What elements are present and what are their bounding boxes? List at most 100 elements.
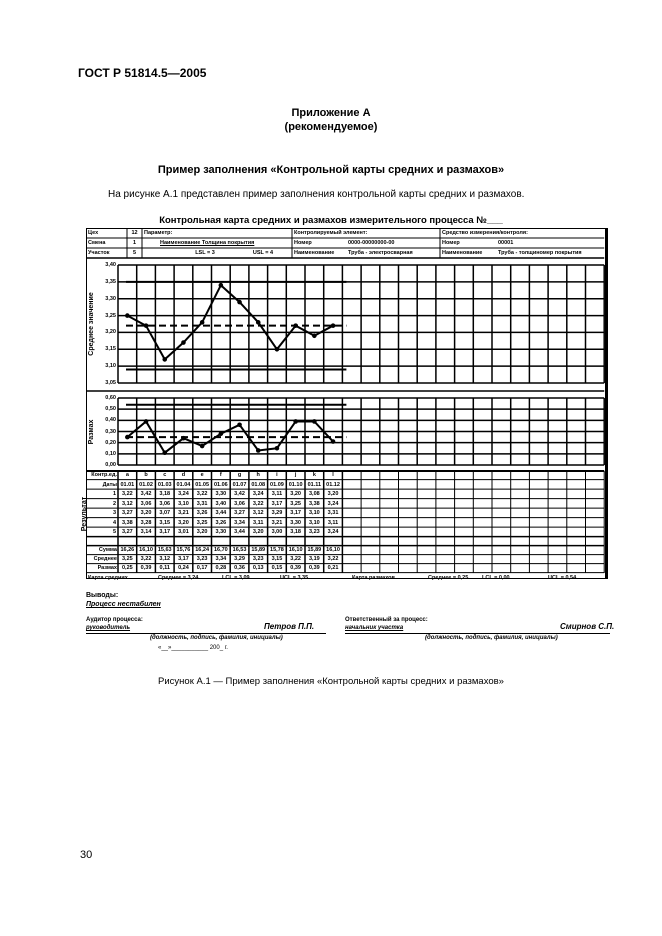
result-cell: 3,26 — [215, 519, 227, 526]
summary-item: UCL = 0,54 — [548, 575, 577, 581]
result-cell: 3,06 — [159, 500, 171, 507]
result-cell: 3,22 — [252, 500, 264, 507]
result-cell: 3,26 — [196, 510, 208, 516]
range-cell: 0,17 — [196, 565, 208, 571]
range-cell: 0,39 — [308, 565, 320, 571]
mean-cell: 3,34 — [215, 556, 227, 562]
result-cell: 3,42 — [234, 491, 245, 497]
mean-chart-point — [274, 346, 280, 352]
mean-chart-axis-label: Среднее значение — [88, 292, 95, 356]
control-chart-card — [86, 228, 608, 579]
result-cell: 3,38 — [121, 519, 133, 526]
result-cell: 3,10 — [308, 510, 320, 516]
sum-cell: 15,78 — [270, 547, 284, 553]
result-cell: 3,25 — [290, 500, 301, 507]
header-cell: Участок — [88, 250, 110, 256]
date-cell: 01.04 — [176, 481, 191, 488]
sum-label: Сумма — [98, 547, 117, 553]
mean-chart-tick-label: 3,10 — [105, 363, 116, 370]
sum-cell: 16,24 — [195, 547, 210, 553]
header-cell: Труба - толщиномер покрытия — [498, 250, 582, 256]
range-chart-point — [255, 448, 261, 453]
row-number: 3 — [112, 510, 116, 516]
result-cell: 3,28 — [140, 519, 152, 526]
result-cell: 3,20 — [140, 510, 152, 516]
unit-cell: a — [125, 472, 129, 478]
results-label: Результат — [81, 496, 88, 532]
result-cell: 3,24 — [252, 491, 264, 497]
result-cell: 3,17 — [290, 510, 301, 516]
header-cell: Цех — [88, 230, 99, 236]
unit-cell: b — [144, 472, 148, 478]
date-cell: 01.06 — [213, 481, 228, 488]
unit-cell: g — [237, 472, 242, 478]
mean-chart-point — [218, 282, 224, 288]
result-cell: 3,31 — [327, 510, 339, 516]
result-cell: 3,00 — [271, 529, 283, 535]
date-cell: 01.09 — [270, 481, 284, 488]
range-chart-point — [162, 450, 168, 456]
range-chart-point — [293, 419, 298, 424]
auditor-name: Петров П.П. — [264, 622, 315, 631]
result-cell: 3,21 — [271, 519, 283, 526]
result-cell: 3,24 — [327, 529, 339, 535]
result-cell: 3,40 — [215, 500, 227, 507]
range-chart-point — [330, 439, 336, 444]
mean-cell: 3,23 — [252, 556, 264, 562]
mean-chart-tick-label: 3,40 — [105, 262, 116, 268]
header-cell: Труба - электросварная — [348, 250, 413, 256]
result-cell: 3,20 — [196, 529, 208, 535]
responsible-sign-line — [345, 633, 610, 634]
result-cell: 3,30 — [215, 529, 227, 535]
date-cell: 01.12 — [326, 481, 340, 488]
conclusions-label: Выводы: — [86, 592, 119, 599]
result-cell: 3,27 — [121, 510, 133, 516]
unit-cell: i — [276, 472, 278, 478]
header-cell: Наименование Толщина покрытия — [160, 240, 255, 246]
header-cell: 12 — [131, 230, 138, 236]
date-cell: 01.11 — [307, 481, 322, 488]
summary-item: UCL = 3,35 — [280, 575, 309, 581]
range-cell: 0,21 — [327, 565, 339, 571]
range-chart-point — [312, 419, 317, 424]
sum-cell: 15,76 — [176, 547, 191, 553]
header-cell: Наименование — [294, 250, 335, 256]
mean-chart-series-line — [126, 283, 334, 361]
sign-hint: (должность, подпись, фамилия, инициалы) — [150, 635, 283, 641]
result-cell: 3,14 — [140, 529, 152, 535]
unit-cell: c — [163, 472, 167, 478]
result-cell: 3,22 — [196, 491, 208, 497]
page-number: 30 — [80, 849, 93, 861]
result-cell: 3,20 — [327, 491, 339, 497]
result-cell: 3,22 — [121, 491, 133, 497]
mean-cell: 3,17 — [178, 556, 189, 562]
mean-cell: 3,12 — [159, 556, 171, 562]
range-chart-tick-label: 0,20 — [105, 439, 116, 446]
unit-cell: d — [181, 472, 186, 478]
sum-cell: 15,89 — [307, 547, 322, 553]
summary-item: Карта размахов — [352, 575, 395, 581]
date-cell: 01.03 — [157, 481, 172, 488]
result-cell: 3,27 — [121, 529, 133, 535]
result-cell: 3,34 — [234, 519, 245, 526]
mean-label: Среднее — [93, 556, 117, 562]
range-chart-point — [125, 434, 130, 440]
range-cell: 0,11 — [159, 565, 170, 571]
mean-chart-tick-label: 3,05 — [105, 380, 116, 386]
mean-chart-point — [143, 323, 149, 328]
mean-chart-tick-label: 3,30 — [105, 295, 116, 302]
unit-cell: h — [256, 472, 260, 478]
mean-chart-point — [199, 320, 205, 325]
conclusion-text: Процесс нестабилен — [86, 601, 161, 608]
card-title: Контрольная карта средних и размахов изм… — [159, 215, 503, 226]
row-number: 1 — [112, 491, 116, 497]
mean-cell: 3,19 — [308, 556, 320, 562]
header-cell: Номер — [442, 240, 460, 246]
mean-chart-tick-label: 3,15 — [105, 346, 116, 353]
result-cell: 3,01 — [178, 529, 189, 535]
header-cell: Контролируемый элемент: — [294, 230, 368, 236]
header-cell: 0000-00000000-00 — [348, 240, 395, 246]
date-cell: 01.08 — [251, 481, 266, 488]
result-cell: 3,30 — [290, 519, 301, 526]
